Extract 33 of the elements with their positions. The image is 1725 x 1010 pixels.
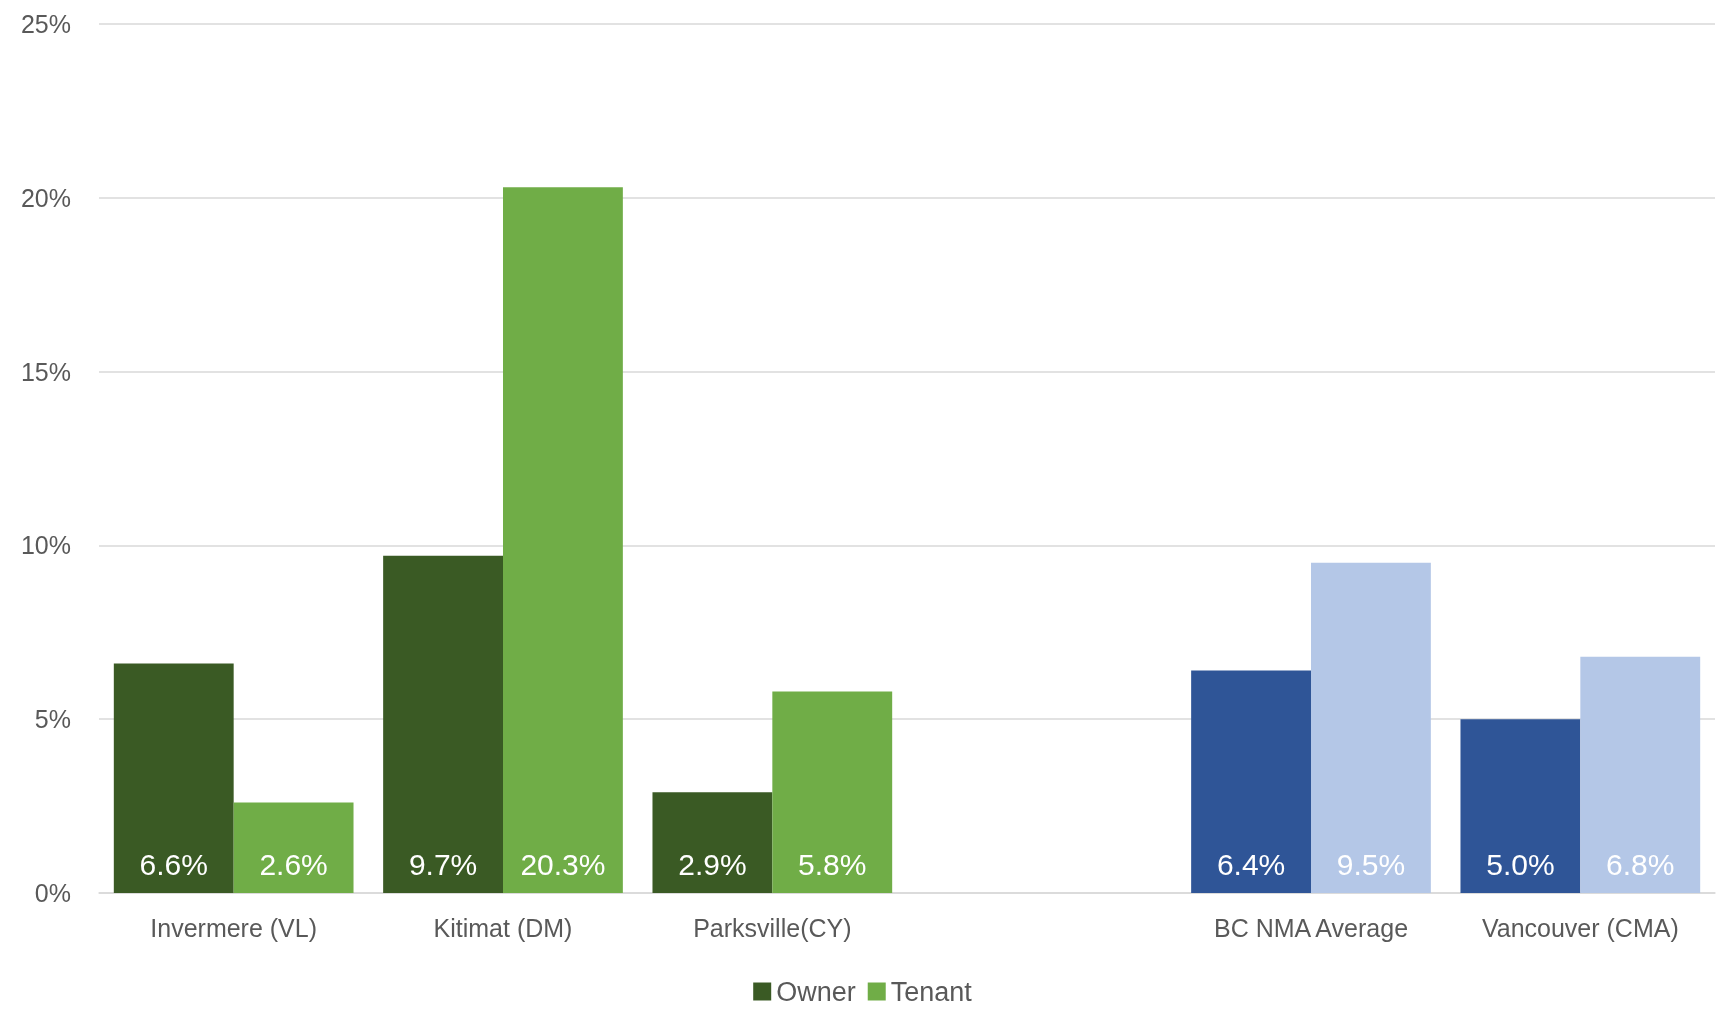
- y-tick-label: 15%: [20, 357, 71, 386]
- bar: [1580, 656, 1701, 893]
- data-label: 2.6%: [259, 847, 328, 881]
- data-label: 6.4%: [1216, 847, 1286, 881]
- bar: [113, 663, 234, 893]
- bar: [772, 691, 893, 893]
- y-tick-label: 5%: [34, 705, 71, 734]
- data-label: 9.7%: [408, 847, 478, 881]
- data-label: 2.9%: [678, 847, 747, 881]
- x-tick-label: Invermere (VL): [150, 913, 318, 942]
- y-tick-label: 20%: [20, 183, 71, 212]
- data-label: 9.5%: [1336, 847, 1406, 881]
- data-label: 20.3%: [520, 847, 606, 881]
- bar: [503, 187, 623, 893]
- legend-label: Tenant: [890, 976, 973, 1007]
- bar: [383, 555, 503, 893]
- x-tick-label: Vancouver (CMA): [1481, 913, 1679, 942]
- data-label: 6.6%: [139, 847, 208, 881]
- x-tick-label: BC NMA Average: [1213, 913, 1409, 942]
- bar: [1311, 562, 1431, 893]
- x-tick-label: Parksville(CY): [693, 913, 852, 942]
- x-tick-label: Kitimat (DM): [433, 913, 573, 942]
- y-tick-label: 25%: [20, 10, 71, 38]
- data-label: 5.0%: [1486, 847, 1555, 881]
- bar: [1460, 719, 1581, 893]
- y-tick-label: 10%: [20, 531, 71, 560]
- y-tick-label: 0%: [34, 879, 71, 907]
- bar: [1191, 670, 1311, 893]
- bar: [233, 802, 354, 893]
- legend-label: Owner: [776, 976, 856, 1007]
- bar: [652, 792, 773, 893]
- data-label: 5.8%: [798, 847, 867, 881]
- data-label: 6.8%: [1606, 847, 1675, 881]
